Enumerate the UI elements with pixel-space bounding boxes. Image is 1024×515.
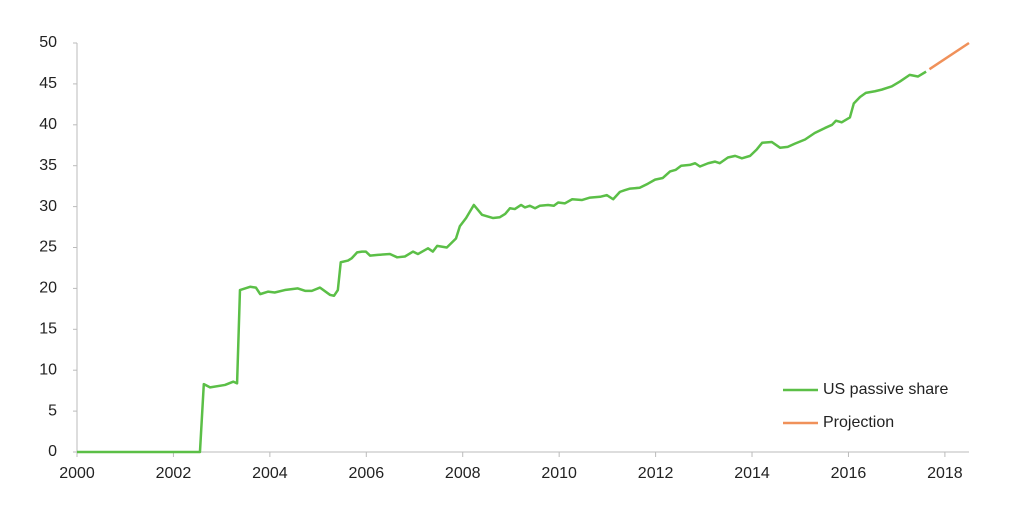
y-tick-label: 15 xyxy=(39,321,57,338)
x-tick-label: 2018 xyxy=(927,465,963,482)
y-tick-label: 30 xyxy=(39,198,57,215)
y-tick-label: 40 xyxy=(39,116,57,133)
series-line xyxy=(77,70,927,454)
x-tick-label: 2008 xyxy=(445,465,481,482)
x-tick-label: 2014 xyxy=(734,465,770,482)
y-tick-label: 50 xyxy=(39,34,57,51)
y-tick-label: 20 xyxy=(39,280,57,297)
x-tick-label: 2004 xyxy=(252,465,288,482)
y-tick-label: 45 xyxy=(39,75,57,92)
series-line xyxy=(928,41,970,71)
x-tick-label: 2012 xyxy=(638,465,674,482)
y-tick-label: 10 xyxy=(39,361,57,378)
x-tick-label: 2006 xyxy=(349,465,385,482)
y-tick-label: 25 xyxy=(39,239,57,256)
y-tick-label: 35 xyxy=(39,157,57,174)
legend-label: Projection xyxy=(823,414,894,431)
y-tick-label: 0 xyxy=(48,443,57,460)
x-tick-label: 2016 xyxy=(831,465,867,482)
x-tick-label: 2010 xyxy=(541,465,577,482)
y-tick-label: 5 xyxy=(48,402,57,419)
x-tick-label: 2000 xyxy=(59,465,95,482)
x-tick-label: 2002 xyxy=(156,465,192,482)
legend-label: US passive share xyxy=(823,381,948,398)
